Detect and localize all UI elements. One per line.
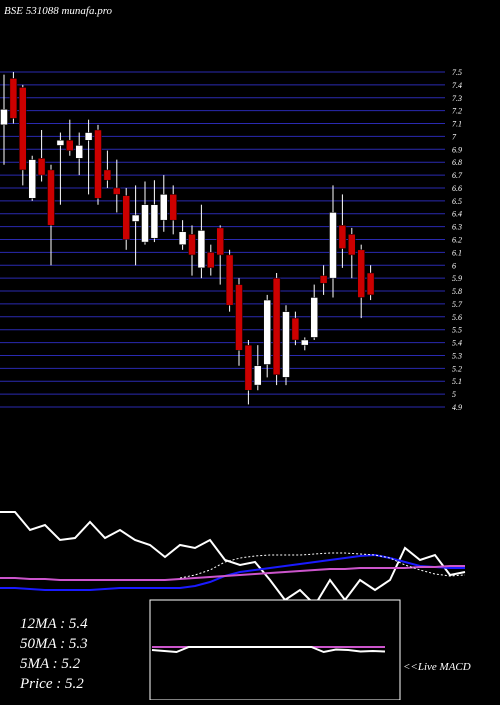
candle-body xyxy=(197,230,206,269)
indicator-line xyxy=(0,553,465,591)
y-tick-label: 6.9 xyxy=(452,145,462,154)
y-tick-label: 6.2 xyxy=(452,236,462,245)
candle-body xyxy=(319,275,328,284)
macd-label: <<Live MACD xyxy=(403,661,471,673)
candle-body xyxy=(37,158,46,176)
y-tick-label: 7.2 xyxy=(452,107,462,116)
y-tick-label: 7.4 xyxy=(452,81,462,90)
y-tick-label: 7.5 xyxy=(452,68,462,77)
candle-body xyxy=(366,272,375,296)
candle-body xyxy=(19,87,27,171)
candle-body xyxy=(188,234,196,256)
candle-body xyxy=(9,78,18,119)
candle-body xyxy=(0,109,8,126)
candle-body xyxy=(338,225,347,249)
y-tick-label: 6.3 xyxy=(452,223,462,232)
candle-body xyxy=(94,129,102,199)
y-tick-label: 6.7 xyxy=(452,171,463,180)
macd-line xyxy=(151,646,386,654)
y-tick-label: 6.1 xyxy=(452,248,462,257)
y-tick-label: 5 xyxy=(452,390,456,399)
candle-body xyxy=(225,254,234,306)
candle-body xyxy=(47,169,55,226)
y-tick-label: 7.3 xyxy=(452,94,462,103)
y-tick-label: 5.3 xyxy=(452,351,462,360)
candle-body xyxy=(169,194,177,221)
y-tick-label: 4.9 xyxy=(452,403,462,412)
candle-body xyxy=(291,317,300,341)
y-tick-label: 5.7 xyxy=(452,300,463,309)
candle-body xyxy=(56,140,65,146)
candle-body xyxy=(216,227,224,256)
y-tick-label: 7 xyxy=(452,132,457,141)
candle-body xyxy=(272,277,281,376)
y-tick-label: 6.5 xyxy=(452,197,462,206)
indicator-line xyxy=(0,565,465,581)
candle-body xyxy=(75,145,83,159)
candle-body xyxy=(254,365,262,386)
candle-body xyxy=(310,297,318,338)
y-tick-label: 5.9 xyxy=(452,274,462,283)
y-tick-label: 5.6 xyxy=(452,313,462,322)
y-tick-label: 7.1 xyxy=(452,120,462,129)
y-tick-label: 6.8 xyxy=(452,158,462,167)
y-tick-label: 5.4 xyxy=(452,339,462,348)
candle-body xyxy=(282,311,290,378)
candle-body xyxy=(263,299,271,365)
candle-body xyxy=(150,204,159,239)
stat-label: 50MA : 5.3 xyxy=(20,636,88,652)
stat-label: 5MA : 5.2 xyxy=(20,656,81,672)
y-tick-label: 6.4 xyxy=(452,210,462,219)
candle-body xyxy=(84,132,93,141)
candle-body xyxy=(178,231,187,245)
y-tick-label: 5.2 xyxy=(452,364,462,373)
y-tick-label: 6 xyxy=(452,261,456,270)
candle-body xyxy=(103,169,112,181)
y-tick-label: 5.5 xyxy=(452,326,462,335)
candle-body xyxy=(131,214,140,222)
candle-body xyxy=(122,195,130,240)
y-tick-label: 5.8 xyxy=(452,287,462,296)
candle-body xyxy=(357,249,365,298)
y-tick-label: 5.1 xyxy=(452,377,462,386)
candle-body xyxy=(301,339,309,346)
candle-body xyxy=(329,212,337,279)
candle-body xyxy=(207,252,215,269)
candle-body xyxy=(244,344,253,391)
stat-label: 12MA : 5.4 xyxy=(20,616,88,632)
candle-body xyxy=(235,284,243,351)
macd-panel xyxy=(149,599,401,701)
candle-body xyxy=(66,140,74,151)
stat-label: Price : 5.2 xyxy=(19,676,84,692)
chart-title: BSE 531088 munafa.pro xyxy=(4,5,113,17)
candle-body xyxy=(348,234,356,256)
candle-body xyxy=(113,187,121,195)
candle-body xyxy=(160,194,168,221)
y-tick-label: 6.6 xyxy=(452,184,462,193)
candle-body xyxy=(141,204,149,243)
indicator-line xyxy=(0,511,466,607)
candle-body xyxy=(28,159,36,199)
